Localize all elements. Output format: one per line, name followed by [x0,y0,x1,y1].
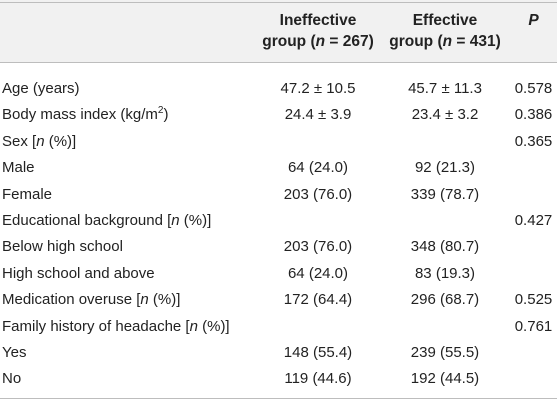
row-label-text: Family history of headache [ [2,317,190,335]
header-ineffective-line1: Ineffective [279,12,357,29]
effective-value: 339 (78.7) [410,185,480,203]
ineffective-value: 64 (24.0) [287,159,349,177]
effective-value: 348 (80.7) [410,238,480,256]
p-value: 0.761 [514,317,553,335]
row-label-text: Male [2,159,35,177]
table-row: No 119 (44.6) 192 (44.5) [0,366,557,392]
row-label-italic: n [36,132,45,150]
row-label-superscript: 2 [157,105,164,117]
header-ineffective-line2-pre: group ( [262,33,316,50]
table-row: Sex [n (%)] 0.365 [0,129,557,155]
row-label-text: Body mass index (kg/m [2,106,158,124]
header-ineffective-line2: group (n = 267) [262,31,374,52]
row-label: Sex [n (%)] [2,129,76,155]
header-ineffective-line2-post: = 267) [325,33,374,50]
table-row: Age (years) 47.2 ± 10.5 45.7 ± 11.3 0.578 [0,76,557,102]
p-value: 0.525 [514,291,553,309]
row-label: Educational background [n (%)] [2,208,211,234]
header-effective-n: n [442,33,453,50]
p-value: 0.427 [514,211,553,229]
header-p-value: P [528,12,539,29]
row-label-text: Sex [ [2,132,37,150]
row-label-text: Medication overuse [ [2,291,141,309]
row-label: Yes [2,340,26,366]
p-value: 0.386 [514,106,553,124]
row-label-italic: n [140,291,149,309]
effective-value: 296 (68.7) [410,291,480,309]
header-ineffective-group: Ineffective group (n = 267) [262,10,374,52]
ineffective-value: 148 (55.4) [283,343,353,361]
row-label: Female [2,182,52,208]
row-label: Medication overuse [n (%)] [2,287,180,313]
table-row: High school and above 64 (24.0) 83 (19.3) [0,261,557,287]
row-label-text: Yes [2,343,27,361]
row-label: Family history of headache [n (%)] [2,314,230,340]
row-label: No [2,366,21,392]
table-row: Yes 148 (55.4) 239 (55.5) [0,340,557,366]
header-effective-line1: Effective [412,12,478,29]
row-label-text: No [2,370,22,388]
row-label: Age (years) [2,76,80,102]
row-label-suffix: ) [163,106,169,124]
row-label-text: Educational background [ [2,211,172,229]
ineffective-value: 119 (44.6) [284,370,352,388]
row-label-italic: n [171,211,180,229]
effective-value: 83 (19.3) [414,264,476,282]
effective-value: 192 (44.5) [410,370,480,388]
row-label-text: Below high school [2,238,123,256]
table-row: Below high school 203 (76.0) 348 (80.7) [0,234,557,260]
row-label-suffix: (%)] [179,211,212,229]
ineffective-value: 24.4 ± 3.9 [284,106,352,124]
table-row: Educational background [n (%)] 0.427 [0,208,557,234]
table-row: Medication overuse [n (%)] 172 (64.4) 296 … [0,287,557,313]
row-label-suffix: (%)] [148,291,181,309]
top-rule [0,2,557,3]
header-rule [0,62,557,63]
row-label: Body mass index (kg/m2) [2,102,168,128]
row-label-italic: n [189,317,198,335]
table-row: Female 203 (76.0) 339 (78.7) [0,182,557,208]
row-label-suffix: (%)] [197,317,230,335]
row-label: Below high school [2,234,123,260]
effective-value: 239 (55.5) [410,343,480,361]
header-effective-group: Effective group (n = 431) [380,10,510,52]
p-value: 0.365 [514,132,553,150]
header-effective-line2-post: = 431) [452,33,501,50]
ineffective-value: 64 (24.0) [287,264,349,282]
header-effective-line2: group (n = 431) [380,31,510,52]
bottom-rule [0,398,557,399]
table-header: Ineffective group (n = 267) Effective gr… [0,0,557,62]
header-ineffective-n: n [315,33,326,50]
table-row: Male 64 (24.0) 92 (21.3) [0,155,557,181]
ineffective-value: 203 (76.0) [283,185,353,203]
header-effective-line2-pre: group ( [389,33,443,50]
ineffective-value: 203 (76.0) [283,238,353,256]
table-row: Body mass index (kg/m2) 24.4 ± 3.9 23.4 ± … [0,102,557,128]
ineffective-value: 172 (64.4) [283,291,353,309]
row-label-text: Female [2,185,53,203]
row-label: High school and above [2,261,155,287]
table-row: Family history of headache [n (%)] 0.761 [0,314,557,340]
row-label-text: Age (years) [2,80,80,97]
p-value: 0.578 [514,80,553,97]
effective-value: 23.4 ± 3.2 [411,106,479,124]
row-label-suffix: (%)] [44,132,77,150]
effective-value: 45.7 ± 11.3 [408,80,482,97]
effective-value: 92 (21.3) [414,159,476,177]
table-body: Age (years) 47.2 ± 10.5 45.7 ± 11.3 0.578 Bo… [0,76,557,393]
row-label: Male [2,155,35,181]
ineffective-value: 47.2 ± 10.5 [280,80,356,97]
row-label-text: High school and above [2,264,155,282]
